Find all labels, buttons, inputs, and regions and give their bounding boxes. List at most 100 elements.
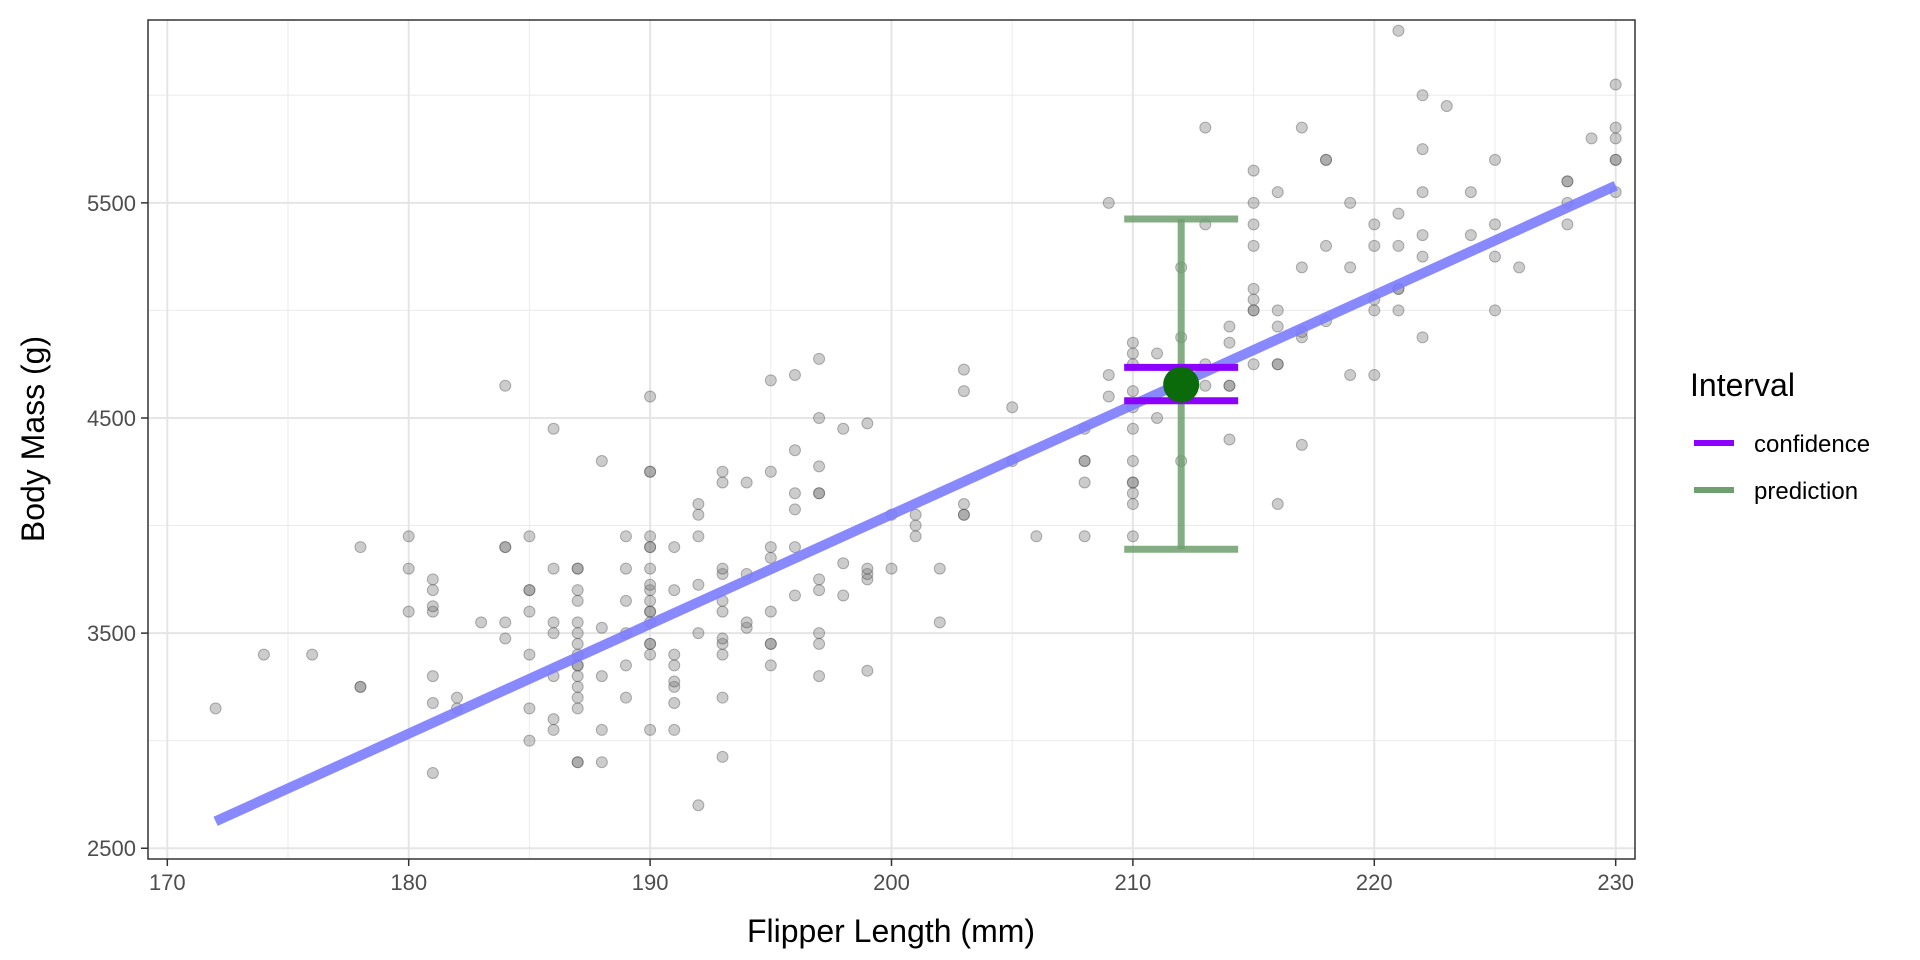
data-point <box>788 589 801 602</box>
data-point <box>1247 304 1260 317</box>
y-tick-label: 3500 <box>87 621 136 646</box>
data-point <box>1102 196 1115 209</box>
data-point <box>523 584 536 597</box>
data-point <box>1440 100 1453 113</box>
data-point <box>619 594 632 607</box>
data-point <box>571 584 584 597</box>
data-point <box>692 799 705 812</box>
data-point <box>813 487 826 500</box>
data-point <box>788 503 801 516</box>
data-point <box>499 616 512 629</box>
data-point <box>837 589 850 602</box>
data-point <box>354 541 367 554</box>
data-point <box>1126 498 1139 511</box>
data-point <box>716 567 729 580</box>
y-axis-title: Body Mass (g) <box>15 336 51 542</box>
data-point <box>209 702 222 715</box>
data-point <box>644 541 657 554</box>
data-point <box>523 648 536 661</box>
data-point <box>668 648 681 661</box>
data-point <box>788 444 801 457</box>
data-point <box>1561 175 1574 188</box>
data-point <box>426 670 439 683</box>
data-point <box>957 508 970 521</box>
data-point <box>1609 78 1622 91</box>
data-point <box>740 621 753 634</box>
data-point <box>547 616 560 629</box>
data-point <box>1223 379 1236 392</box>
data-point <box>788 487 801 500</box>
data-point <box>668 697 681 710</box>
x-tick-label: 230 <box>1597 870 1634 895</box>
data-point <box>813 584 826 597</box>
data-point <box>813 411 826 424</box>
data-point <box>499 541 512 554</box>
data-point <box>571 616 584 629</box>
data-point <box>571 637 584 650</box>
data-point <box>813 460 826 473</box>
y-tick-label: 4500 <box>87 406 136 431</box>
data-point <box>716 750 729 763</box>
data-point <box>957 385 970 398</box>
data-point <box>1416 186 1429 199</box>
data-point <box>499 379 512 392</box>
data-point <box>1223 433 1236 446</box>
data-point <box>1488 250 1501 263</box>
legend-title: Interval <box>1690 367 1795 403</box>
data-point <box>861 562 874 575</box>
data-point <box>571 691 584 704</box>
data-point <box>788 368 801 381</box>
y-axis: 2500 3500 4500 5500 <box>87 191 148 861</box>
data-point <box>861 567 874 580</box>
data-point <box>1078 530 1091 543</box>
data-point <box>1223 320 1236 333</box>
estimate-point <box>1163 366 1200 403</box>
legend-label-prediction: prediction <box>1754 478 1858 505</box>
data-point <box>644 605 657 618</box>
data-point <box>692 627 705 640</box>
data-point <box>716 637 729 650</box>
data-point <box>668 675 681 688</box>
data-point <box>764 374 777 387</box>
data-point <box>644 637 657 650</box>
data-point <box>716 605 729 618</box>
data-point <box>740 616 753 629</box>
data-point <box>595 723 608 736</box>
data-point <box>402 562 415 575</box>
data-point <box>1320 153 1333 166</box>
x-axis-title: Flipper Length (mm) <box>747 913 1035 949</box>
data-point <box>523 584 536 597</box>
fit-line <box>213 181 1618 826</box>
data-point <box>716 465 729 478</box>
data-point <box>764 605 777 618</box>
y-tick-label: 2500 <box>87 836 136 861</box>
data-point <box>1561 218 1574 231</box>
data-points <box>209 24 1622 812</box>
data-point <box>571 627 584 640</box>
data-point <box>1488 304 1501 317</box>
data-point <box>1609 121 1622 134</box>
data-point <box>668 723 681 736</box>
data-point <box>813 573 826 586</box>
data-point <box>1006 401 1019 414</box>
data-point <box>547 422 560 435</box>
data-point <box>1368 304 1381 317</box>
data-point <box>1102 390 1115 403</box>
legend: Interval confidence prediction <box>1690 367 1870 505</box>
data-point <box>813 627 826 640</box>
data-point <box>1488 218 1501 231</box>
data-point <box>547 627 560 640</box>
data-point <box>1126 476 1139 489</box>
data-point <box>1464 229 1477 242</box>
data-point <box>571 562 584 575</box>
data-point <box>1609 132 1622 145</box>
data-point <box>1126 455 1139 468</box>
data-point <box>1126 336 1139 349</box>
data-point <box>740 476 753 489</box>
data-point <box>1392 24 1405 37</box>
data-point <box>668 680 681 693</box>
data-point <box>813 352 826 365</box>
data-point <box>619 562 632 575</box>
data-point <box>523 530 536 543</box>
